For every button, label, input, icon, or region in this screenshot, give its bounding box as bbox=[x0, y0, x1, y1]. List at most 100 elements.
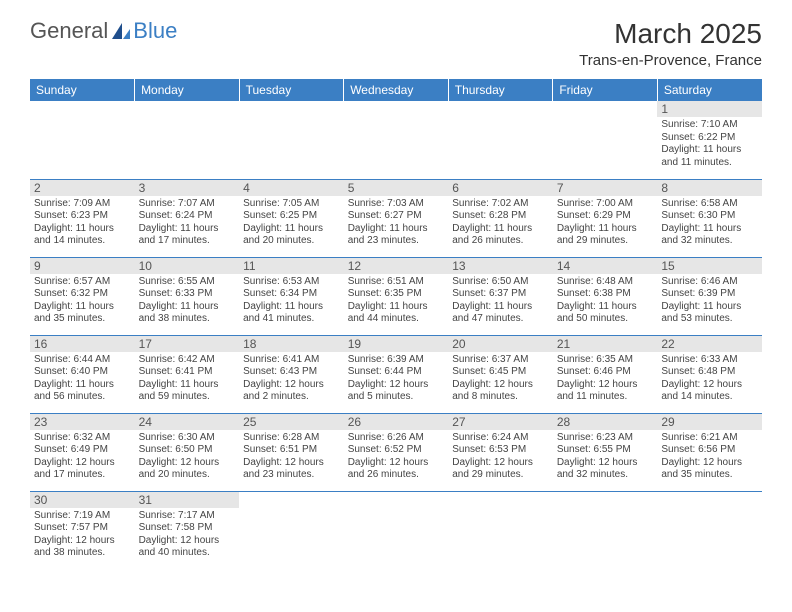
calendar-day-cell: 5Sunrise: 7:03 AMSunset: 6:27 PMDaylight… bbox=[344, 179, 449, 257]
sunrise-text: Sunrise: 7:19 AM bbox=[34, 510, 131, 523]
day-number: 10 bbox=[135, 258, 240, 274]
calendar-day-cell bbox=[239, 491, 344, 569]
calendar-table: Sunday Monday Tuesday Wednesday Thursday… bbox=[30, 79, 762, 569]
day-details: Sunrise: 7:00 AMSunset: 6:29 PMDaylight:… bbox=[557, 198, 654, 248]
day-number: 26 bbox=[344, 414, 449, 430]
sunrise-text: Sunrise: 6:32 AM bbox=[34, 432, 131, 445]
day-details: Sunrise: 7:09 AMSunset: 6:23 PMDaylight:… bbox=[34, 198, 131, 248]
calendar-day-cell bbox=[657, 491, 762, 569]
day-number: 3 bbox=[135, 180, 240, 196]
sunrise-text: Sunrise: 6:24 AM bbox=[452, 432, 549, 445]
calendar-day-cell bbox=[344, 101, 449, 179]
day-number: 9 bbox=[30, 258, 135, 274]
calendar-day-cell: 26 Sunrise: 6:26 AMSunset: 6:52 PMDayligh… bbox=[344, 413, 449, 491]
day-number: 17 bbox=[135, 336, 240, 352]
day-number: 28 bbox=[553, 414, 658, 430]
page-title: March 2025 bbox=[579, 18, 762, 50]
col-monday: Monday bbox=[135, 79, 240, 101]
daylight-text: Daylight: 12 hours and 2 minutes. bbox=[243, 379, 340, 404]
sunset-text: Sunset: 6:22 PM bbox=[661, 132, 758, 145]
calendar-day-cell: 7Sunrise: 7:00 AMSunset: 6:29 PMDaylight… bbox=[553, 179, 658, 257]
sunrise-text: Sunrise: 6:46 AM bbox=[661, 276, 758, 289]
sunset-text: Sunset: 6:29 PM bbox=[557, 210, 654, 223]
calendar-day-cell: 23 Sunrise: 6:32 AMSunset: 6:49 PMDayligh… bbox=[30, 413, 135, 491]
sunrise-text: Sunrise: 6:53 AM bbox=[243, 276, 340, 289]
calendar-day-cell: 15Sunrise: 6:46 AMSunset: 6:39 PMDayligh… bbox=[657, 257, 762, 335]
day-number: 21 bbox=[553, 336, 658, 352]
daylight-text: Daylight: 11 hours and 14 minutes. bbox=[34, 223, 131, 248]
day-number: 19 bbox=[344, 336, 449, 352]
day-details: Sunrise: 7:03 AMSunset: 6:27 PMDaylight:… bbox=[348, 198, 445, 248]
calendar-day-cell: 24Sunrise: 6:30 AMSunset: 6:50 PMDayligh… bbox=[135, 413, 240, 491]
sunrise-text: Sunrise: 6:23 AM bbox=[557, 432, 654, 445]
calendar-day-cell: 29Sunrise: 6:21 AMSunset: 6:56 PMDayligh… bbox=[657, 413, 762, 491]
daylight-text: Daylight: 11 hours and 23 minutes. bbox=[348, 223, 445, 248]
calendar-day-cell bbox=[553, 101, 658, 179]
calendar-day-cell: 28Sunrise: 6:23 AMSunset: 6:55 PMDayligh… bbox=[553, 413, 658, 491]
calendar-day-cell: 13Sunrise: 6:50 AMSunset: 6:37 PMDayligh… bbox=[448, 257, 553, 335]
sunrise-text: Sunrise: 6:50 AM bbox=[452, 276, 549, 289]
sunset-text: Sunset: 6:37 PM bbox=[452, 288, 549, 301]
daylight-text: Daylight: 11 hours and 56 minutes. bbox=[34, 379, 131, 404]
day-details: Sunrise: 6:26 AMSunset: 6:52 PMDaylight:… bbox=[348, 432, 445, 482]
calendar-day-cell: 16Sunrise: 6:44 AMSunset: 6:40 PMDayligh… bbox=[30, 335, 135, 413]
daylight-text: Daylight: 11 hours and 35 minutes. bbox=[34, 301, 131, 326]
calendar-day-cell bbox=[448, 101, 553, 179]
calendar-day-cell: 17 Sunrise: 6:42 AMSunset: 6:41 PMDayligh… bbox=[135, 335, 240, 413]
sunrise-text: Sunrise: 6:33 AM bbox=[661, 354, 758, 367]
calendar-day-cell: 6 Sunrise: 7:02 AMSunset: 6:28 PMDaylight… bbox=[448, 179, 553, 257]
location: Trans-en-Provence, France bbox=[579, 52, 762, 69]
day-number: 6 bbox=[448, 180, 553, 196]
daylight-text: Daylight: 11 hours and 17 minutes. bbox=[139, 223, 236, 248]
header: General Blue March 2025 Trans-en-Provenc… bbox=[30, 18, 762, 69]
calendar-week-row: 16Sunrise: 6:44 AMSunset: 6:40 PMDayligh… bbox=[30, 335, 762, 413]
sunrise-text: Sunrise: 7:00 AM bbox=[557, 198, 654, 211]
sunrise-text: Sunrise: 7:10 AM bbox=[661, 119, 758, 132]
daylight-text: Daylight: 11 hours and 20 minutes. bbox=[243, 223, 340, 248]
sunset-text: Sunset: 6:25 PM bbox=[243, 210, 340, 223]
calendar-week-row: 9Sunrise: 6:57 AMSunset: 6:32 PMDaylight… bbox=[30, 257, 762, 335]
daylight-text: Daylight: 12 hours and 17 minutes. bbox=[34, 457, 131, 482]
calendar-day-cell: 4Sunrise: 7:05 AMSunset: 6:25 PMDaylight… bbox=[239, 179, 344, 257]
daylight-text: Daylight: 11 hours and 26 minutes. bbox=[452, 223, 549, 248]
calendar-day-cell: 19 Sunrise: 6:39 AMSunset: 6:44 PMDayligh… bbox=[344, 335, 449, 413]
calendar-day-cell: 20Sunrise: 6:37 AMSunset: 6:45 PMDayligh… bbox=[448, 335, 553, 413]
daylight-text: Daylight: 11 hours and 44 minutes. bbox=[348, 301, 445, 326]
sunset-text: Sunset: 7:57 PM bbox=[34, 522, 131, 535]
col-friday: Friday bbox=[553, 79, 658, 101]
sunset-text: Sunset: 6:32 PM bbox=[34, 288, 131, 301]
calendar-week-row: 2Sunrise: 7:09 AMSunset: 6:23 PMDaylight… bbox=[30, 179, 762, 257]
logo-text-general: General bbox=[30, 18, 108, 44]
daylight-text: Daylight: 11 hours and 38 minutes. bbox=[139, 301, 236, 326]
sunrise-text: Sunrise: 7:02 AM bbox=[452, 198, 549, 211]
sunset-text: Sunset: 6:23 PM bbox=[34, 210, 131, 223]
day-number: 20 bbox=[448, 336, 553, 352]
day-details: Sunrise: 7:02 AMSunset: 6:28 PMDaylight:… bbox=[452, 198, 549, 248]
day-details: Sunrise: 6:39 AMSunset: 6:44 PMDaylight:… bbox=[348, 354, 445, 404]
day-details: Sunrise: 6:32 AMSunset: 6:49 PMDaylight:… bbox=[34, 432, 131, 482]
sunset-text: Sunset: 7:58 PM bbox=[139, 522, 236, 535]
sunset-text: Sunset: 6:48 PM bbox=[661, 366, 758, 379]
day-number: 14 bbox=[553, 258, 658, 274]
day-details: Sunrise: 6:42 AMSunset: 6:41 PMDaylight:… bbox=[139, 354, 236, 404]
daylight-text: Daylight: 12 hours and 26 minutes. bbox=[348, 457, 445, 482]
sunset-text: Sunset: 6:51 PM bbox=[243, 444, 340, 457]
sunrise-text: Sunrise: 6:37 AM bbox=[452, 354, 549, 367]
sunrise-text: Sunrise: 6:21 AM bbox=[661, 432, 758, 445]
daylight-text: Daylight: 11 hours and 11 minutes. bbox=[661, 144, 758, 169]
sunrise-text: Sunrise: 6:44 AM bbox=[34, 354, 131, 367]
sunrise-text: Sunrise: 6:26 AM bbox=[348, 432, 445, 445]
sunset-text: Sunset: 6:28 PM bbox=[452, 210, 549, 223]
sunset-text: Sunset: 6:43 PM bbox=[243, 366, 340, 379]
daylight-text: Daylight: 12 hours and 11 minutes. bbox=[557, 379, 654, 404]
col-sunday: Sunday bbox=[30, 79, 135, 101]
calendar-day-cell bbox=[344, 491, 449, 569]
sunrise-text: Sunrise: 6:48 AM bbox=[557, 276, 654, 289]
day-details: Sunrise: 6:21 AMSunset: 6:56 PMDaylight:… bbox=[661, 432, 758, 482]
calendar-day-cell: 18Sunrise: 6:41 AMSunset: 6:43 PMDayligh… bbox=[239, 335, 344, 413]
sunset-text: Sunset: 6:38 PM bbox=[557, 288, 654, 301]
sunrise-text: Sunrise: 7:17 AM bbox=[139, 510, 236, 523]
day-number: 31 bbox=[135, 492, 240, 508]
day-number: 23 bbox=[30, 414, 135, 430]
calendar-day-cell: 22Sunrise: 6:33 AMSunset: 6:48 PMDayligh… bbox=[657, 335, 762, 413]
